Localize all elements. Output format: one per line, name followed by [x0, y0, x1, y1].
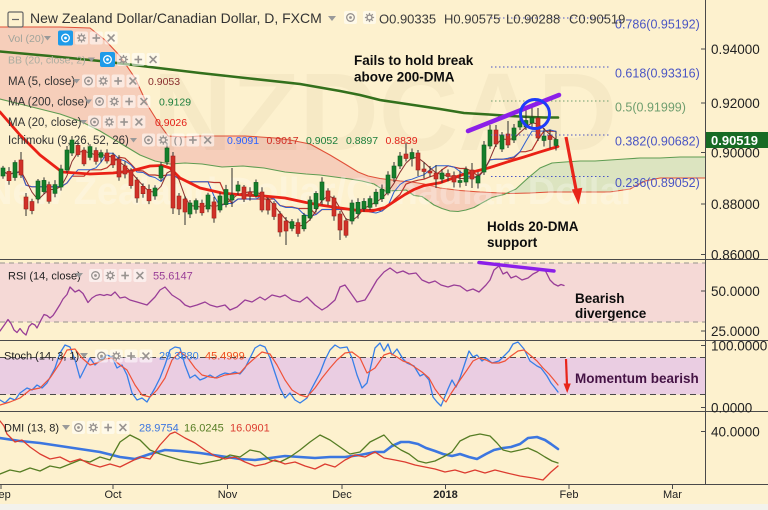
- svg-text:Dec: Dec: [332, 489, 352, 501]
- svg-text:0.9053: 0.9053: [148, 76, 180, 88]
- svg-text:0.90000: 0.90000: [711, 145, 760, 160]
- svg-text:16.0901: 16.0901: [230, 423, 270, 435]
- svg-text:Fails to hold break: Fails to hold break: [354, 53, 474, 68]
- svg-text:( ): ( ): [174, 136, 183, 146]
- svg-text:0.94000: 0.94000: [711, 42, 760, 57]
- svg-text:O0.90335: O0.90335: [379, 12, 436, 27]
- svg-text:Vol (20): Vol (20): [8, 33, 44, 45]
- svg-text:0.90519: 0.90519: [711, 133, 758, 148]
- svg-text:0.9017: 0.9017: [267, 135, 299, 147]
- svg-text:0.236(0.89052): 0.236(0.89052): [615, 176, 700, 190]
- svg-text:Ichimoku (9, 26, 52, 26): Ichimoku (9, 26, 52, 26): [8, 135, 129, 147]
- svg-text:0.9129: 0.9129: [159, 97, 191, 109]
- svg-text:0.8897: 0.8897: [346, 135, 378, 147]
- svg-text:0.618(0.93316): 0.618(0.93316): [615, 67, 700, 81]
- svg-text:0.382(0.90682): 0.382(0.90682): [615, 135, 700, 149]
- svg-text:New Zealand Dollar/Canadian Do: New Zealand Dollar/Canadian Dollar, D, F…: [30, 10, 322, 26]
- svg-text:RSI (14, close): RSI (14, close): [8, 271, 81, 283]
- svg-text:BB (20, close, 2): BB (20, close, 2): [8, 55, 86, 67]
- svg-text:50.0000: 50.0000: [711, 284, 760, 299]
- svg-text:28.9754: 28.9754: [139, 423, 179, 435]
- svg-text:L0.90288: L0.90288: [506, 12, 560, 27]
- svg-text:Mar: Mar: [663, 489, 682, 501]
- svg-text:0.0000: 0.0000: [711, 400, 752, 415]
- svg-text:Sep: Sep: [0, 489, 11, 501]
- svg-text:Holds 20-DMA: Holds 20-DMA: [487, 219, 579, 234]
- svg-text:DMI (13, 8): DMI (13, 8): [4, 423, 59, 435]
- svg-text:C0.90519: C0.90519: [569, 12, 625, 27]
- svg-text:MA (200, close): MA (200, close): [8, 97, 88, 109]
- svg-text:Bearish: Bearish: [575, 291, 625, 306]
- svg-text:29.3880: 29.3880: [159, 351, 199, 363]
- svg-text:0.9091: 0.9091: [227, 135, 259, 147]
- svg-text:0.88000: 0.88000: [711, 197, 760, 212]
- svg-text:0.86000: 0.86000: [711, 247, 760, 262]
- svg-text:Feb: Feb: [560, 489, 579, 501]
- svg-text:0.9052: 0.9052: [306, 135, 338, 147]
- svg-text:Momentum bearish: Momentum bearish: [575, 371, 699, 386]
- svg-text:100.0000: 100.0000: [711, 338, 767, 353]
- svg-text:H0.90575: H0.90575: [444, 12, 500, 27]
- svg-text:0.5(0.91999): 0.5(0.91999): [615, 101, 686, 115]
- svg-text:above 200-DMA: above 200-DMA: [354, 70, 455, 85]
- svg-text:0.92000: 0.92000: [711, 96, 760, 111]
- svg-text:Nov: Nov: [218, 489, 238, 501]
- svg-text:40.0000: 40.0000: [711, 424, 760, 439]
- svg-text:MA (20, close): MA (20, close): [8, 117, 82, 129]
- svg-text:0.8839: 0.8839: [386, 135, 418, 147]
- svg-text:0.9026: 0.9026: [155, 117, 187, 129]
- svg-text:Oct: Oct: [104, 489, 121, 501]
- svg-text:55.6147: 55.6147: [153, 271, 193, 283]
- svg-text:25.0000: 25.0000: [711, 324, 760, 339]
- svg-text:Stoch (14, 3, 1): Stoch (14, 3, 1): [4, 351, 79, 363]
- svg-text:0.786(0.95192): 0.786(0.95192): [615, 18, 700, 32]
- svg-text:divergence: divergence: [575, 306, 647, 321]
- svg-text:16.0245: 16.0245: [184, 423, 224, 435]
- svg-text:MA (5, close): MA (5, close): [8, 76, 75, 88]
- svg-text:support: support: [487, 235, 538, 250]
- svg-text:45.4999: 45.4999: [205, 351, 245, 363]
- svg-text:2018: 2018: [433, 489, 457, 501]
